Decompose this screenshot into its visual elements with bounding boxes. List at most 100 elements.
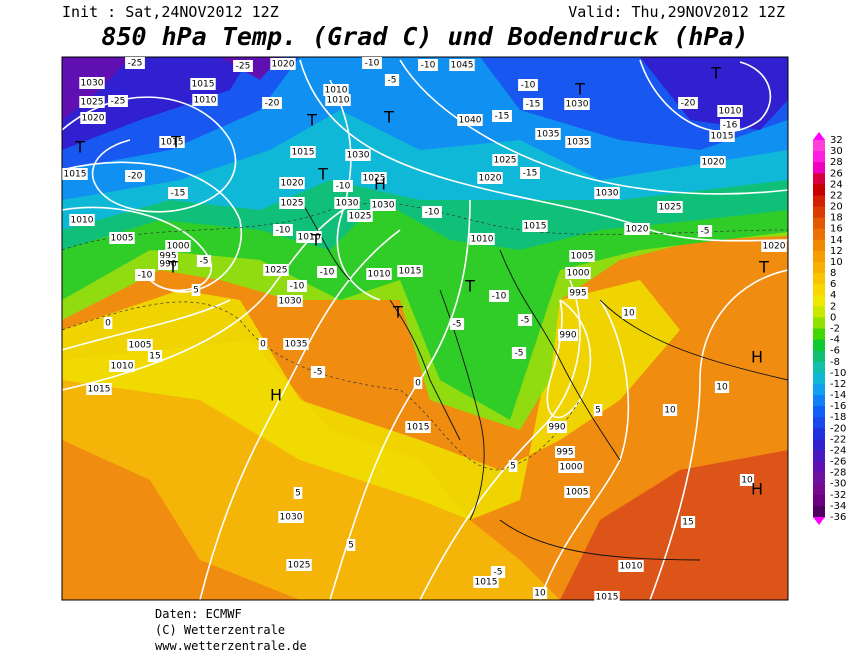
- isobar-label: 995: [159, 252, 176, 262]
- label-box: [397, 265, 423, 277]
- label-box: [511, 347, 527, 359]
- colorbar-label: -32: [830, 490, 846, 501]
- colorbar-label: -22: [830, 434, 846, 445]
- colorbar-label: -20: [830, 423, 846, 434]
- label-box: [262, 97, 282, 109]
- label-box: [678, 97, 698, 109]
- label-box: [492, 110, 512, 122]
- label-box: [366, 268, 392, 280]
- pressure-center: T: [392, 303, 403, 322]
- colorbar-label: -12: [830, 379, 846, 390]
- label-box: [190, 78, 216, 90]
- isobar-label: 1015: [407, 423, 430, 433]
- label-box: [263, 264, 289, 276]
- label-box: [697, 225, 713, 237]
- label-box: [283, 338, 309, 350]
- isobar-label: 5: [348, 541, 354, 551]
- isobar-label: 0: [105, 319, 111, 329]
- colorbar-label: 20: [830, 202, 843, 213]
- isobar-label: 990: [159, 260, 176, 270]
- colorbar-band: [813, 195, 825, 208]
- colorbar-band: [813, 494, 825, 507]
- isobar-label: 5: [193, 286, 199, 296]
- label-box: [621, 307, 637, 319]
- label-box: [79, 96, 105, 108]
- isobar-label: -10: [365, 59, 380, 69]
- label-box: [709, 130, 735, 142]
- isobar-label: 1010: [111, 362, 134, 372]
- label-box: [473, 576, 499, 588]
- label-box: [278, 511, 304, 523]
- map-title: 850 hPa Temp. (Grad C) und Bodendruck (h…: [101, 22, 748, 51]
- label-box: [279, 197, 305, 209]
- isobar-label: 0: [260, 340, 266, 350]
- isobar-label: 15: [149, 352, 160, 362]
- label-box: [127, 339, 153, 351]
- isobar-label: 1015: [161, 138, 184, 148]
- isobar-label: -15: [523, 169, 538, 179]
- colorbar-label: 14: [830, 235, 843, 246]
- colorbar-label: 10: [830, 257, 843, 268]
- isobar-label: 1020: [272, 60, 295, 70]
- isobar-label: 1005: [566, 488, 589, 498]
- label-box: [522, 220, 548, 232]
- isobar-label: 1015: [292, 148, 315, 158]
- pressure-center: T: [170, 133, 181, 152]
- isobar-label: -5: [200, 257, 209, 267]
- colorbar-band: [813, 361, 825, 374]
- colorbar-band: [813, 250, 825, 263]
- isobar-label: 10: [623, 309, 635, 319]
- colorbar-label: 30: [830, 146, 843, 157]
- isobar-label: -25: [236, 62, 251, 72]
- isobar-label: 1015: [399, 267, 422, 277]
- label-box: [158, 258, 178, 270]
- label-box: [346, 539, 356, 551]
- label-box: [165, 240, 191, 252]
- label-box: [761, 240, 787, 252]
- isobar-label: -25: [128, 59, 143, 69]
- isobar-label: 1030: [372, 201, 395, 211]
- isobar-label: -20: [265, 99, 280, 109]
- colorbar-band: [813, 472, 825, 485]
- pressure-center: H: [374, 175, 386, 194]
- footer-copyright: (C) Wetterzentrale: [155, 623, 285, 637]
- isobar-label: 1010: [71, 216, 94, 226]
- label-box: [547, 421, 567, 433]
- label-box: [720, 119, 740, 131]
- isobar-label: 1015: [88, 385, 111, 395]
- isobar-label: 1025: [265, 266, 288, 276]
- isobar-label: 1000: [567, 269, 590, 279]
- label-box: [80, 112, 106, 124]
- isobar-label: -20: [128, 172, 143, 182]
- pressure-center: T: [167, 258, 178, 277]
- isobar-label: 1000: [167, 242, 190, 252]
- isobar-label: 10: [534, 589, 546, 599]
- label-box: [477, 172, 503, 184]
- label-box: [196, 255, 212, 267]
- label-box: [555, 446, 575, 458]
- isobar-label: 1010: [325, 86, 348, 96]
- label-box: [489, 290, 509, 302]
- label-box: [361, 172, 387, 184]
- colorbar-label: -34: [830, 501, 846, 512]
- colorbar-band: [813, 428, 825, 440]
- isobar-label: 995: [556, 448, 573, 458]
- label-box: [568, 287, 588, 299]
- colorbar-label: -26: [830, 457, 846, 468]
- label-box: [624, 223, 650, 235]
- isobar-label: 1010: [327, 96, 350, 106]
- label-box: [108, 95, 128, 107]
- label-box: [290, 146, 316, 158]
- label-box: [317, 266, 337, 278]
- label-box: [558, 461, 584, 473]
- label-box: [593, 404, 603, 416]
- isobar-label: 1030: [596, 189, 619, 199]
- pressure-center: T: [758, 258, 769, 277]
- pressure-center: T: [383, 108, 394, 127]
- colorbar-band: [813, 328, 825, 341]
- isobar-label: -10: [336, 182, 351, 192]
- label-box: [700, 156, 726, 168]
- label-box: [347, 210, 373, 222]
